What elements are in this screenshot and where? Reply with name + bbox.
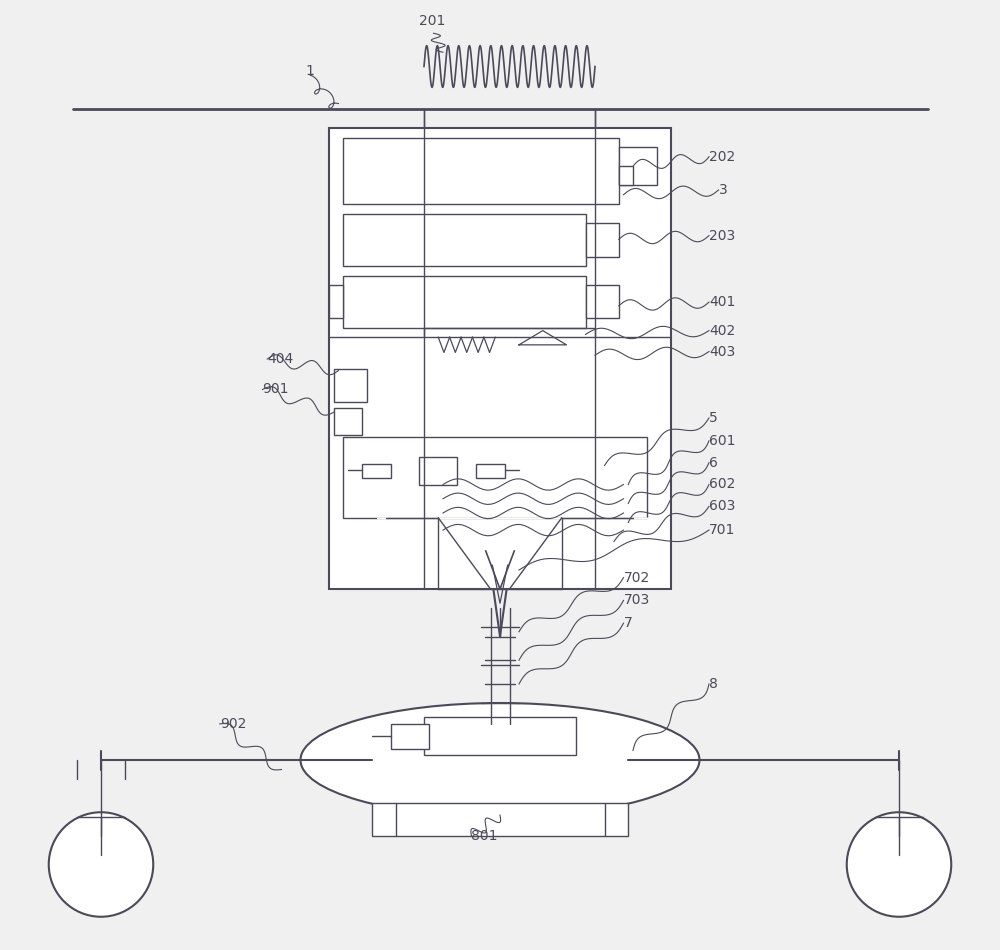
Bar xyxy=(343,276,586,328)
Text: 5: 5 xyxy=(709,411,718,425)
Bar xyxy=(343,138,619,204)
Bar xyxy=(343,214,586,266)
Bar xyxy=(334,408,362,435)
Text: 3: 3 xyxy=(718,183,727,197)
Text: 401: 401 xyxy=(709,295,735,309)
Text: 403: 403 xyxy=(709,345,735,358)
Bar xyxy=(343,437,647,518)
Bar xyxy=(329,285,343,318)
Bar xyxy=(329,128,671,589)
Bar xyxy=(419,457,457,485)
Text: 402: 402 xyxy=(709,324,735,337)
Bar xyxy=(362,464,391,478)
Bar xyxy=(424,717,576,755)
Text: 703: 703 xyxy=(624,594,650,607)
Bar xyxy=(391,724,429,749)
Bar xyxy=(334,369,367,402)
Text: 801: 801 xyxy=(472,829,498,843)
Bar xyxy=(619,166,633,185)
Text: 8: 8 xyxy=(709,677,718,691)
Bar xyxy=(619,147,657,185)
Circle shape xyxy=(49,812,153,917)
Bar xyxy=(372,803,628,836)
Text: 202: 202 xyxy=(709,150,735,163)
Text: 701: 701 xyxy=(709,523,735,537)
Text: 6: 6 xyxy=(709,456,718,469)
Text: 702: 702 xyxy=(624,571,650,584)
Text: 602: 602 xyxy=(709,478,735,491)
Text: 603: 603 xyxy=(709,500,735,513)
Bar xyxy=(476,464,505,478)
Bar xyxy=(586,285,619,318)
Text: 201: 201 xyxy=(419,14,446,28)
Circle shape xyxy=(847,812,951,917)
Text: 203: 203 xyxy=(709,229,735,242)
Bar xyxy=(586,223,619,256)
Text: 1: 1 xyxy=(305,65,314,78)
Text: 7: 7 xyxy=(624,617,632,630)
Text: 902: 902 xyxy=(220,717,246,731)
Ellipse shape xyxy=(300,703,700,817)
Text: 601: 601 xyxy=(709,434,736,447)
Text: 404: 404 xyxy=(267,352,294,366)
Text: 901: 901 xyxy=(262,383,289,396)
